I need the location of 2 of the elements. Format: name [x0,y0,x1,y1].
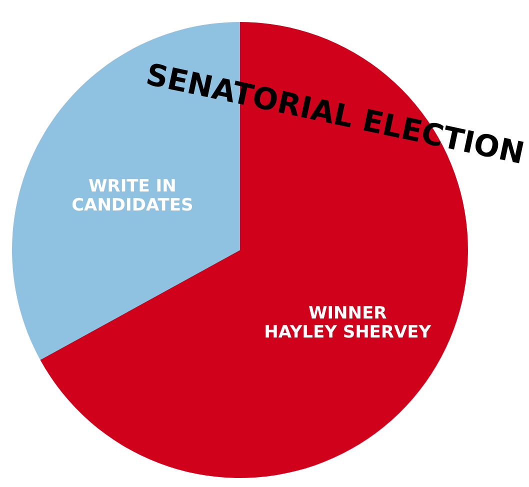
slice-label: WRITE IN CANDIDATES [72,176,194,216]
slice-label: WINNER HAYLEY SHERVEY [264,304,432,343]
